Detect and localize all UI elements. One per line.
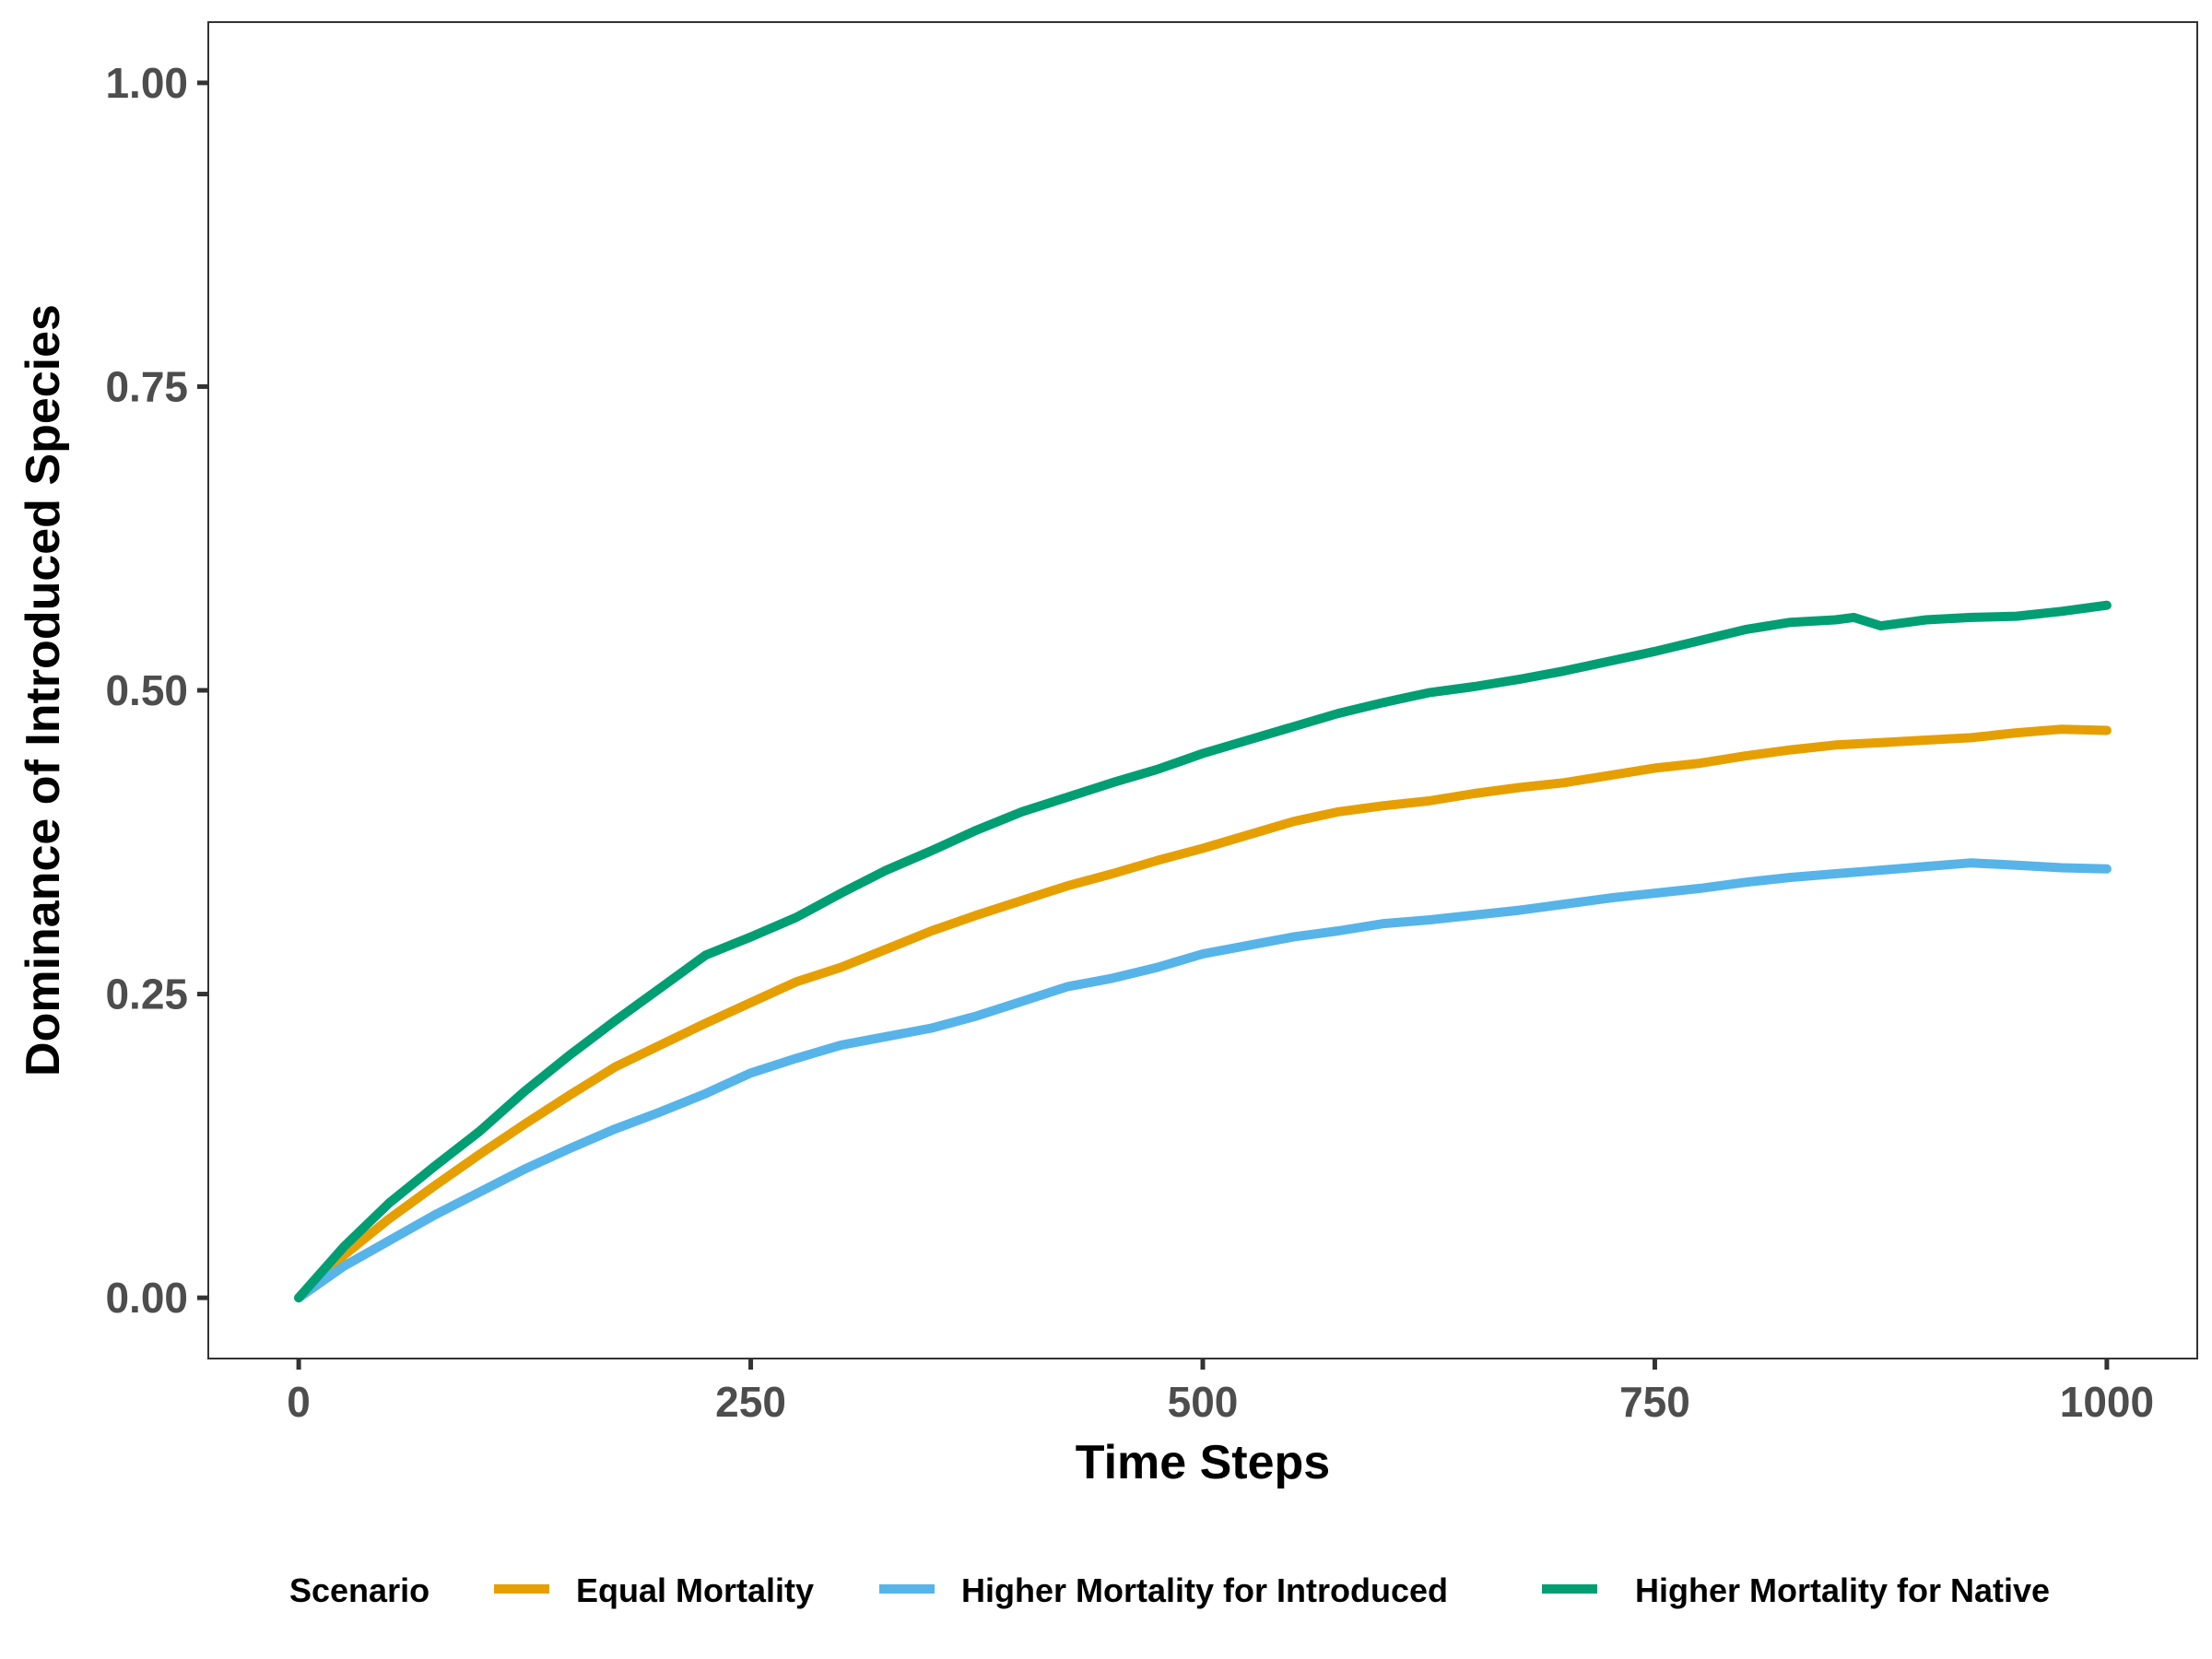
series-line-3 [294, 600, 2112, 1303]
x-tick-label: 500 [1168, 1378, 1239, 1426]
x-axis: 0 250 500 750 1000 [287, 1359, 2154, 1426]
x-axis-title: Time Steps [1076, 1436, 1330, 1489]
y-tick-label: 0.00 [105, 1274, 188, 1322]
legend: Scenario Equal Mortality Higher Mortality… [289, 1571, 2050, 1609]
x-tick-label: 0 [287, 1378, 311, 1426]
y-tick-label: 0.75 [105, 362, 188, 410]
x-tick-label: 1000 [2060, 1378, 2154, 1426]
legend-label-3: Higher Mortality for Native [1635, 1571, 2050, 1609]
y-axis: 0.00 0.25 0.50 0.75 1.00 [105, 59, 208, 1322]
series-line-1 [294, 724, 2112, 1303]
legend-label-2: Higher Mortality for Introduced [961, 1571, 1448, 1609]
x-tick-label: 250 [715, 1378, 786, 1426]
series-line-2 [294, 858, 2112, 1303]
y-tick-label: 0.25 [105, 971, 188, 1018]
y-tick-label: 1.00 [105, 59, 188, 107]
y-tick-label: 0.50 [105, 666, 188, 714]
y-axis-title: Dominance of Introduced Species [17, 304, 70, 1077]
plot-panel [207, 21, 2198, 1359]
x-tick-label: 750 [1619, 1378, 1690, 1426]
legend-label-1: Equal Mortality [576, 1571, 814, 1609]
series-lines [294, 600, 2112, 1303]
legend-title: Scenario [289, 1571, 429, 1609]
